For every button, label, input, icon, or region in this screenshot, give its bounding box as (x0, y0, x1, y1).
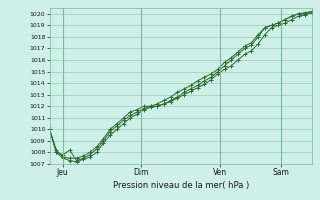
X-axis label: Pression niveau de la mer( hPa ): Pression niveau de la mer( hPa ) (113, 181, 249, 190)
